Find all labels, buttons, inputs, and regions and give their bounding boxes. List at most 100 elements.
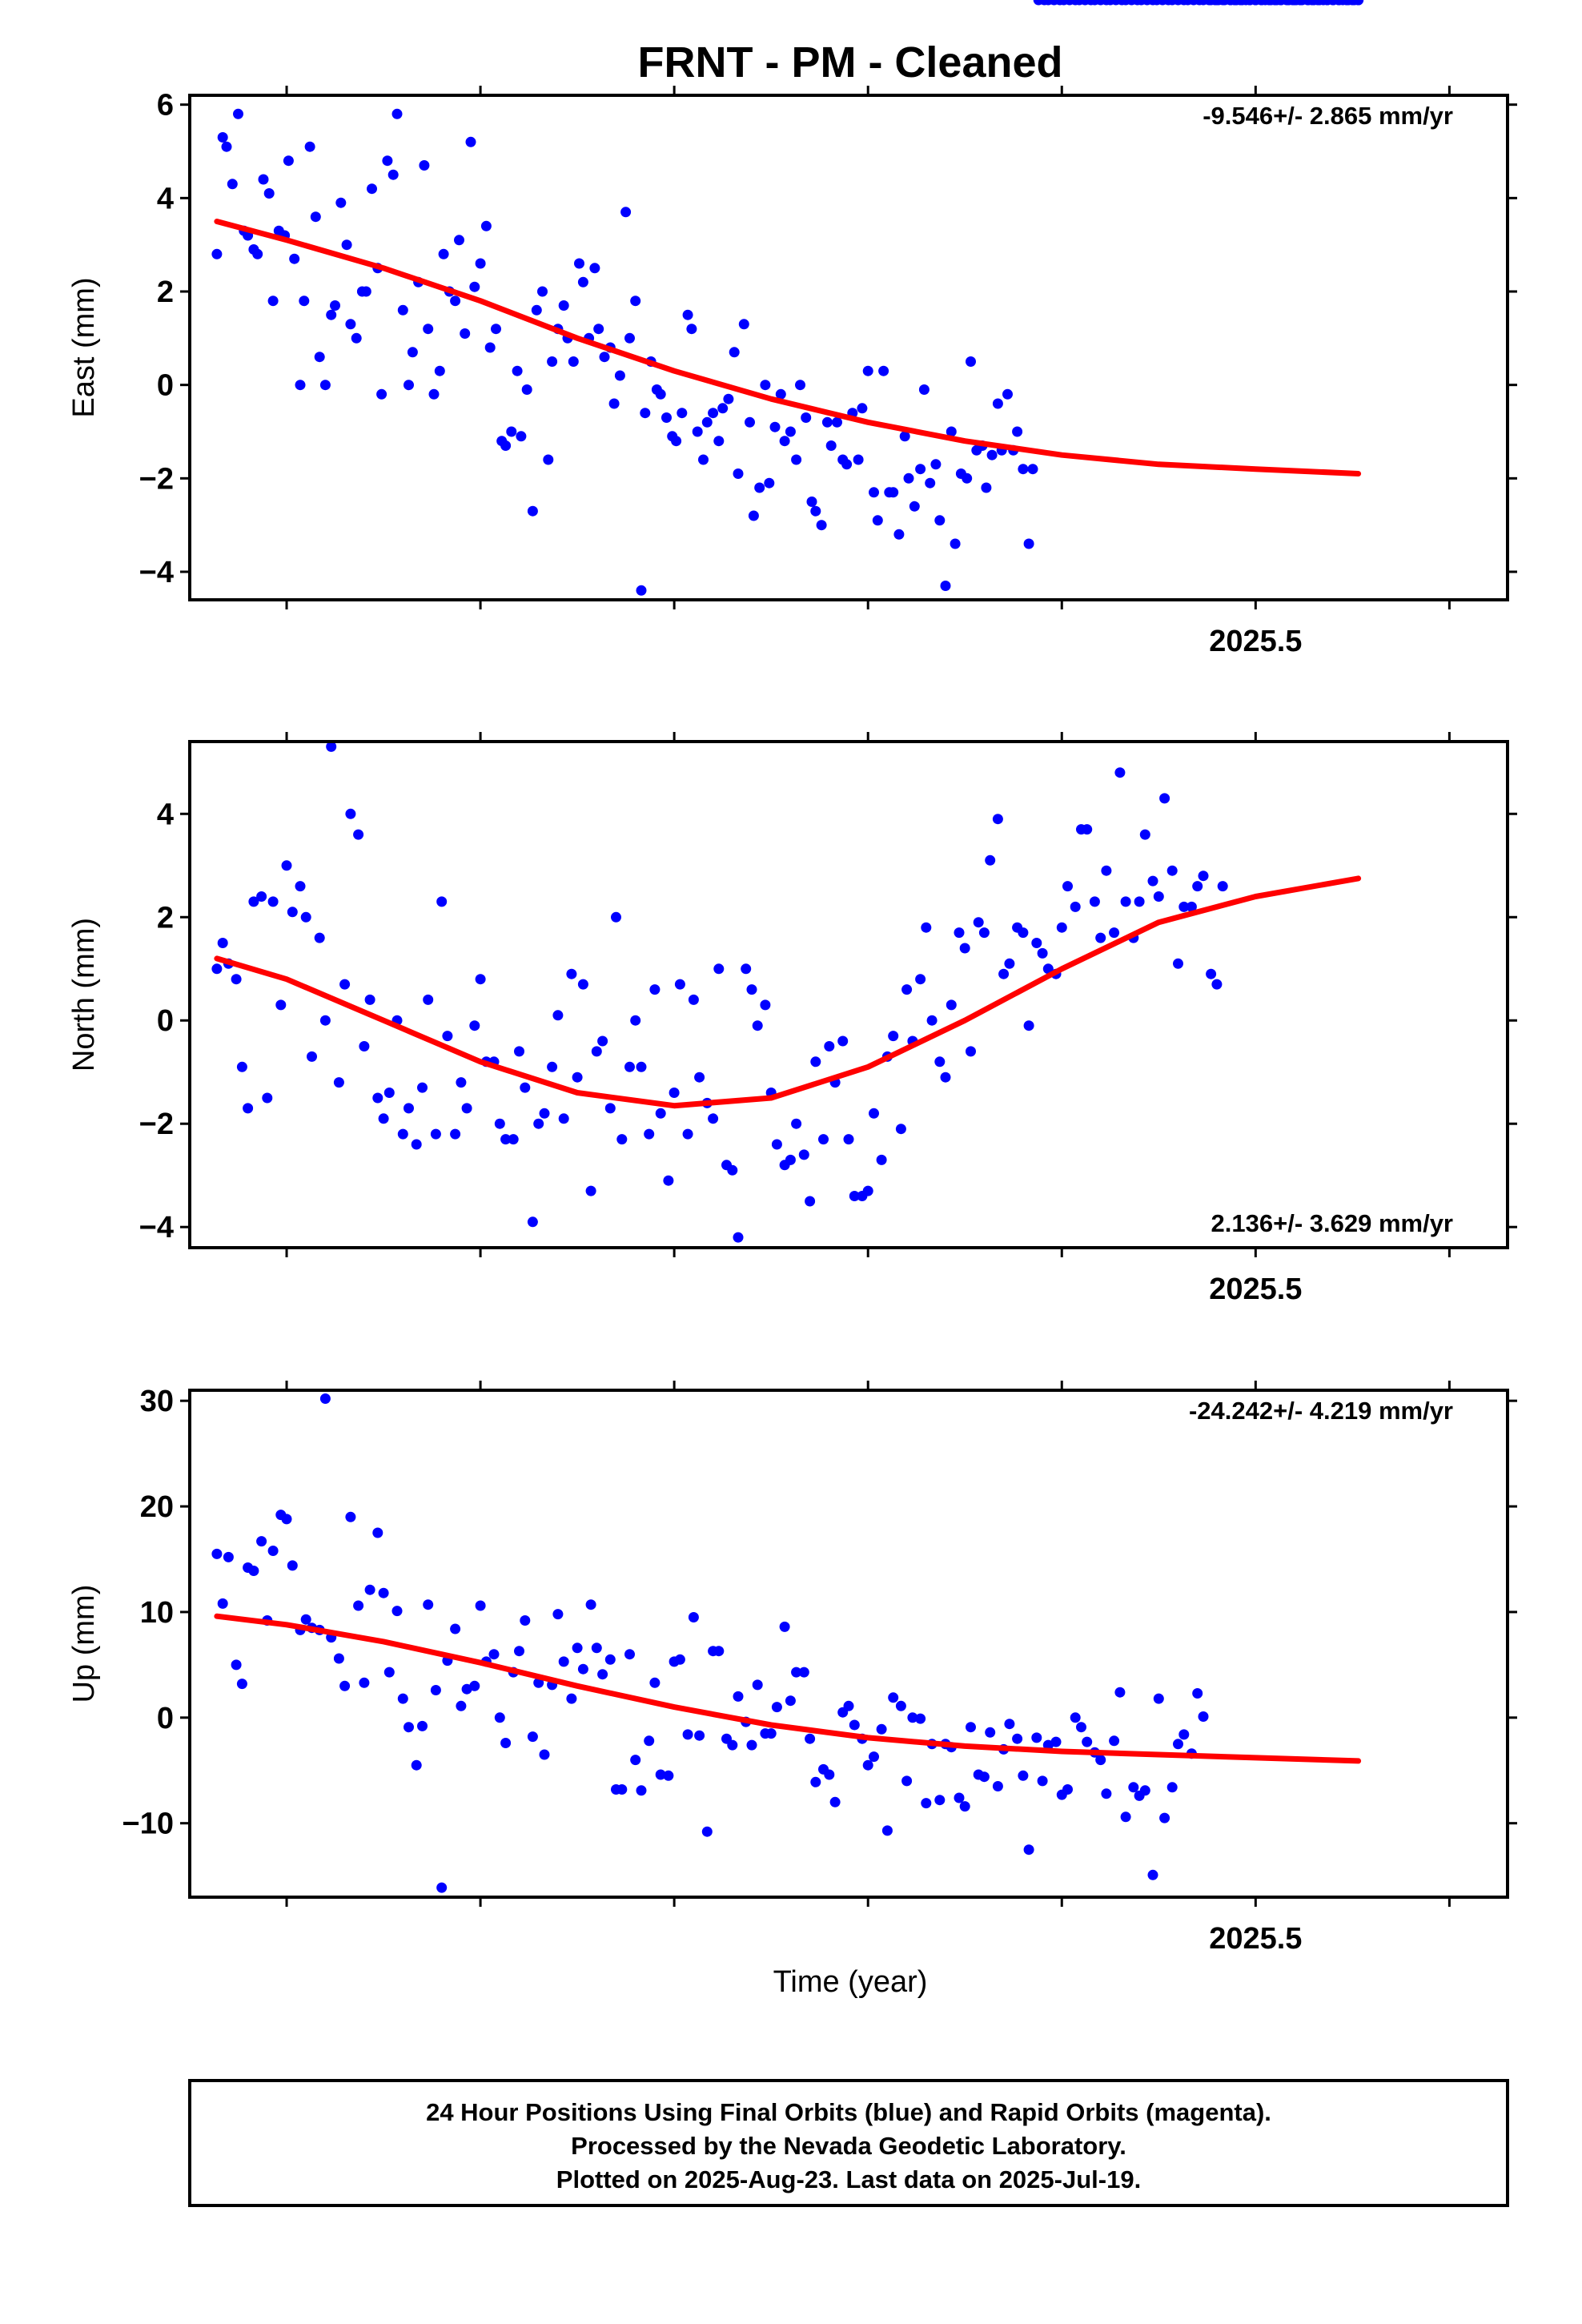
north-data-point [456,1077,467,1088]
north-data-point [1101,865,1112,876]
up-data-point [391,1606,403,1617]
north-data-point [669,1088,680,1098]
up-data-point [663,1770,674,1781]
east-data-point [521,384,532,395]
up-data-point [869,1751,879,1763]
north-data-point [862,1185,873,1196]
north-data-point [547,1061,558,1072]
north-data-point [901,984,913,995]
east-data-point [1018,464,1029,475]
up-data-point [423,1599,434,1610]
up-data-point [533,1677,544,1688]
north-data-point [694,1072,705,1083]
up-data-point [397,1693,408,1704]
up-data-point [915,1713,926,1724]
up-data-point [236,1679,247,1690]
east-y-tick-label: 6 [157,89,174,123]
up-data-point [319,1393,331,1404]
north-data-point [869,1108,879,1119]
north-data-point [243,1103,254,1114]
up-data-point [785,1695,796,1707]
east-data-point [614,370,625,381]
north-data-point [752,1020,763,1031]
east-y-axis-label: East (mm) [67,277,101,417]
up-data-point [733,1691,744,1702]
north-data-point [300,911,311,923]
east-data-point [760,380,771,391]
north-data-point [1206,968,1217,979]
east-data-point [252,248,263,259]
east-data-point [263,188,275,199]
up-data-point [1166,1782,1178,1793]
north-data-point [417,1082,428,1093]
east-data-point [404,380,414,391]
up-data-point [1070,1712,1081,1723]
east-data-point [516,431,527,442]
north-data-point [741,963,752,975]
east-data-point [738,319,749,330]
north-data-point [314,932,325,943]
east-data-point [574,258,584,269]
up-y-tick-label: 20 [140,1490,174,1524]
up-data-point [248,1566,259,1576]
up-data-point [500,1738,512,1748]
footer-line-3: Plotted on 2025-Aug-23. Last data on 202… [556,2165,1141,2193]
east-data-point [821,416,833,428]
north-data-point [616,1134,628,1145]
up-y-axis-label: Up (mm) [67,1585,101,1703]
east-data-point [387,169,399,180]
up-data-point [211,1548,223,1559]
east-data-point [791,454,802,465]
up-data-point [888,1692,899,1703]
north-data-point [966,1046,976,1057]
east-data-point [624,332,635,344]
north-data-point [397,1128,408,1140]
east-data-point [795,380,805,391]
north-data-point [372,1092,383,1104]
north-data-point [217,938,228,948]
east-data-point [857,403,868,414]
east-data-point [351,332,362,344]
north-data-point [566,968,577,979]
up-data-point [876,1723,887,1735]
east-data-point [899,431,910,442]
east-data-point [841,459,853,470]
east-data-point [909,501,920,512]
north-data-point [500,1134,512,1145]
up-data-point [558,1656,569,1667]
east-data-point [391,108,403,119]
east-rate-label: -9.546+/- 2.865 mm/yr [1203,102,1453,130]
up-data-point [372,1527,383,1538]
east-data-point [310,211,321,223]
north-data-point [921,922,932,933]
up-data-point [217,1598,228,1609]
north-data-point [1186,901,1197,912]
up-data-point [771,1702,782,1713]
up-data-point [1153,1693,1164,1704]
east-data-point [460,328,471,339]
east-data-point [341,239,352,251]
up-data-point [1050,1736,1062,1747]
up-data-point [1217,0,1228,6]
east-data-point [376,388,387,400]
east-data-point [671,436,682,447]
north-data-point [837,1035,849,1047]
north-data-point [383,1088,395,1098]
up-data-point [378,1587,389,1598]
north-data-point [824,1041,835,1051]
up-data-point [359,1677,370,1688]
east-data-point [1002,388,1013,400]
north-data-point [849,1191,860,1201]
up-data-point [1023,1844,1034,1856]
east-data-point [708,408,719,419]
east-data-point [903,472,914,484]
north-data-point [469,1020,480,1031]
footer-line-2: Processed by the Nevada Geodetic Laborat… [571,2132,1126,2160]
up-data-point [895,1700,906,1711]
east-data-point [946,426,957,437]
up-data-point [469,1680,480,1691]
north-data-point [805,1196,816,1207]
up-data-point [727,1739,738,1751]
east-data-point [543,454,554,465]
